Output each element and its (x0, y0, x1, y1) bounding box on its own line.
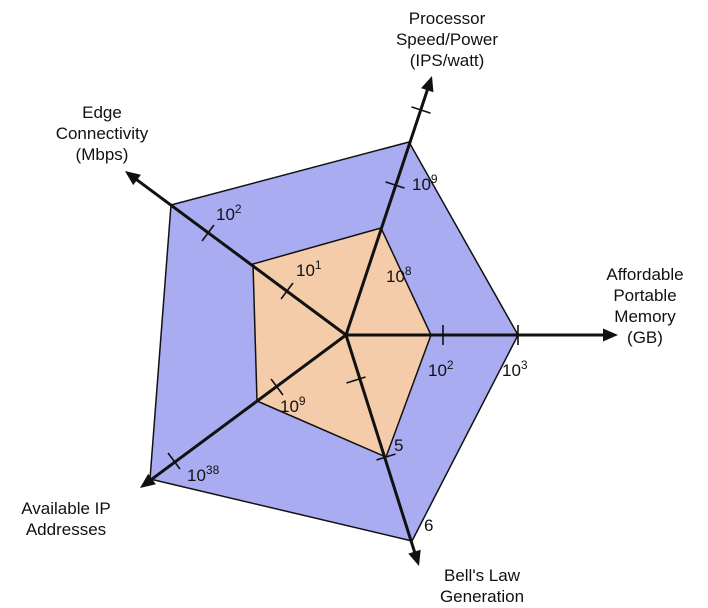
axis-title-line: Bell's Law (444, 566, 521, 585)
tick-label-outer-edge: 102 (216, 202, 242, 224)
axis-title-line: Processor (409, 9, 486, 28)
tick-label-base: 5 (394, 436, 403, 455)
axis-title-line: (GB) (627, 328, 663, 347)
arrowhead-processor (421, 76, 434, 93)
axis-title-edge: Edge Connectivity (Mbps) (56, 103, 149, 164)
tick-label-outer-memory: 103 (502, 358, 528, 380)
tick-outer-ip-addresses (167, 452, 181, 470)
axis-title-processor: Processor Speed/Power (IPS/watt) (396, 9, 498, 70)
axis-title-ip-addresses: Available IP Addresses (21, 499, 110, 539)
tick-label-base: 6 (424, 516, 433, 535)
tick-label-outer-bells-law: 6 (424, 516, 433, 535)
axis-title-line: Connectivity (56, 124, 149, 143)
axis-line-edge (133, 176, 347, 337)
center-point (343, 332, 349, 338)
tick-label-outer-ip-addresses: 1038 (187, 463, 220, 485)
tick-label-exponent: 3 (521, 358, 528, 372)
tick-label-base: 10 (428, 361, 447, 380)
axis-title-line: Speed/Power (396, 30, 498, 49)
tick-inner-processor (385, 181, 405, 189)
tick-label-inner-processor: 108 (386, 264, 412, 286)
tick-outer-processor (411, 106, 431, 114)
tick-label-outer-processor: 109 (412, 172, 438, 194)
tick-label-inner-memory: 102 (428, 358, 454, 380)
axis-title-line: Addresses (26, 520, 106, 539)
axis-title-line: Memory (614, 307, 676, 326)
axis-title-line: Edge (82, 103, 122, 122)
axis-line-ip-addresses (148, 333, 347, 483)
axis-title-line: Available IP (21, 499, 110, 518)
axis-line-processor (344, 86, 430, 336)
tick-label-inner-edge: 101 (296, 258, 322, 280)
arrowhead-ip-addresses (140, 473, 156, 488)
inner-pentagon (252, 227, 432, 458)
tick-label-base: 10 (216, 205, 235, 224)
axis-title-line: (IPS/watt) (410, 51, 485, 70)
tick-label-base: 10 (296, 261, 315, 280)
arrowhead-bells-law (408, 549, 421, 566)
arrowhead-memory (603, 328, 618, 342)
tick-label-base: 10 (280, 397, 299, 416)
tick-label-exponent: 2 (447, 358, 454, 372)
tick-inner-ip-addresses (270, 378, 284, 396)
arrowhead-edge (125, 171, 141, 186)
tick-label-exponent: 2 (235, 202, 242, 216)
tick-label-base: 10 (187, 466, 206, 485)
tick-label-base: 10 (386, 267, 405, 286)
tick-label-base: 10 (502, 361, 521, 380)
axis-title-line: Affordable (606, 265, 683, 284)
tick-label-exponent: 9 (299, 394, 306, 408)
tick-inner-edge (280, 282, 294, 300)
tick-inner-bells-law (346, 376, 366, 384)
tick-label-inner-bells-law: 5 (394, 436, 403, 455)
tick-label-exponent: 9 (431, 172, 438, 186)
tick-label-exponent: 8 (405, 264, 412, 278)
tick-label-exponent: 1 (315, 258, 322, 272)
axis-title-line: Portable (613, 286, 676, 305)
axis-title-bells-law: Bell's Law Generation (440, 566, 524, 606)
axis-title-line: Generation (440, 587, 524, 606)
axes-layer (125, 76, 618, 566)
tick-label-exponent: 38 (206, 463, 220, 477)
axis-title-line: (Mbps) (76, 145, 129, 164)
tick-outer-edge (201, 224, 215, 242)
tick-outer-bells-law (376, 453, 396, 461)
axis-line-bells-law (344, 334, 417, 556)
axis-title-memory: Affordable Portable Memory (GB) (606, 265, 683, 347)
tick-label-base: 10 (412, 175, 431, 194)
tick-label-inner-ip-addresses: 109 (280, 394, 306, 416)
